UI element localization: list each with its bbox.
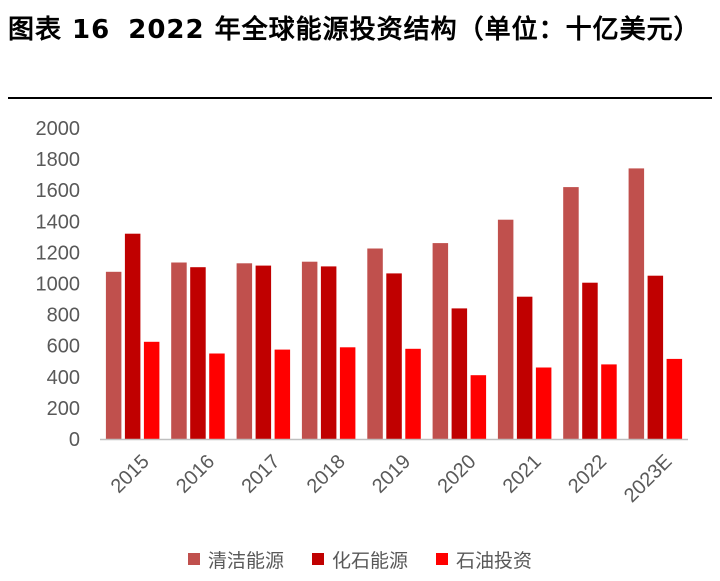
legend-label: 清洁能源 [207,549,284,572]
legend-label: 石油投资 [456,549,533,572]
bar-2018-1 [320,266,337,439]
y-tick-label: 200 [47,398,80,420]
bar-2020-0 [432,243,449,439]
legend-swatch [187,553,200,565]
legend-swatch [311,553,324,565]
bar-2022-2 [601,364,617,439]
x-tick-label: 2022 [564,451,611,498]
bar-2021-0 [497,219,514,439]
x-tick-label: 2020 [433,451,480,498]
bar-2016-1 [190,267,206,439]
y-tick-label: 800 [47,305,80,327]
x-tick-label: 2016 [172,451,219,498]
bar-2023E-2 [666,358,683,439]
bar-2015-0 [105,271,122,439]
y-axis: 0 200 400 600 800 1000 1200 1400 1600 1800 2000 [36,118,81,451]
bar-2015-2 [143,341,160,439]
y-tick-label: 1400 [36,211,81,233]
bar-chart: 0 200 400 600 800 1000 1200 1400 1600 1800 2000 20… [36,118,688,507]
bar-2018-2 [339,347,356,439]
bar-2020-2 [470,375,487,439]
bar-2023E-0 [628,168,645,439]
bar-2023E-1 [647,275,664,439]
x-axis: 2015 2016 2017 2018 2019 2020 2021 2022 2023E [107,451,677,507]
bar-2021-2 [535,367,552,439]
x-tick-label: 2018 [303,451,350,498]
x-tick-label: 2019 [368,451,415,498]
bar-2022-1 [582,282,598,439]
x-tick-label: 2015 [107,451,154,498]
figure-title: 图表 16 2022 年全球能源投资结构（单位：十亿美元） [8,10,712,50]
legend-swatch [436,553,448,565]
x-tick-label: 2021 [499,451,546,498]
y-tick-label: 1600 [36,180,81,202]
legend-item: 清洁能源 [187,546,284,573]
bar-2016-2 [209,353,225,439]
bar-2019-2 [405,348,421,439]
bar-2018-0 [301,261,318,439]
legend-label: 化石能源 [331,549,408,572]
bar-2022-0 [563,187,579,439]
bar-2017-0 [236,263,253,439]
y-tick-label: 600 [47,336,80,358]
y-tick-label: 1000 [36,274,81,296]
y-tick-label: 1200 [36,242,81,264]
bar-2015-1 [124,233,141,439]
figure-caption: 2022 年全球能源投资结构（单位：十亿美元） [128,15,701,45]
title-divider [8,97,712,99]
x-tick-label: 2017 [237,451,284,498]
bar-2019-0 [367,248,383,439]
bar-2021-1 [516,296,533,439]
x-tick-label: 2023E [620,451,676,507]
bar-2019-1 [386,273,402,439]
bar-2017-1 [255,265,272,439]
legend: 清洁能源 化石能源 石油投资 [0,544,720,574]
y-tick-label: 1800 [36,149,81,171]
bar-2016-0 [171,262,187,439]
bar-2020-1 [451,308,468,439]
bars [105,168,683,439]
y-tick-label: 2000 [36,118,81,140]
y-tick-label: 400 [47,367,80,389]
bar-2017-2 [274,349,291,439]
y-tick-label: 0 [69,429,80,451]
legend-item: 化石能源 [311,546,408,573]
figure-number: 图表 16 [8,15,111,45]
legend-item: 石油投资 [436,546,532,573]
